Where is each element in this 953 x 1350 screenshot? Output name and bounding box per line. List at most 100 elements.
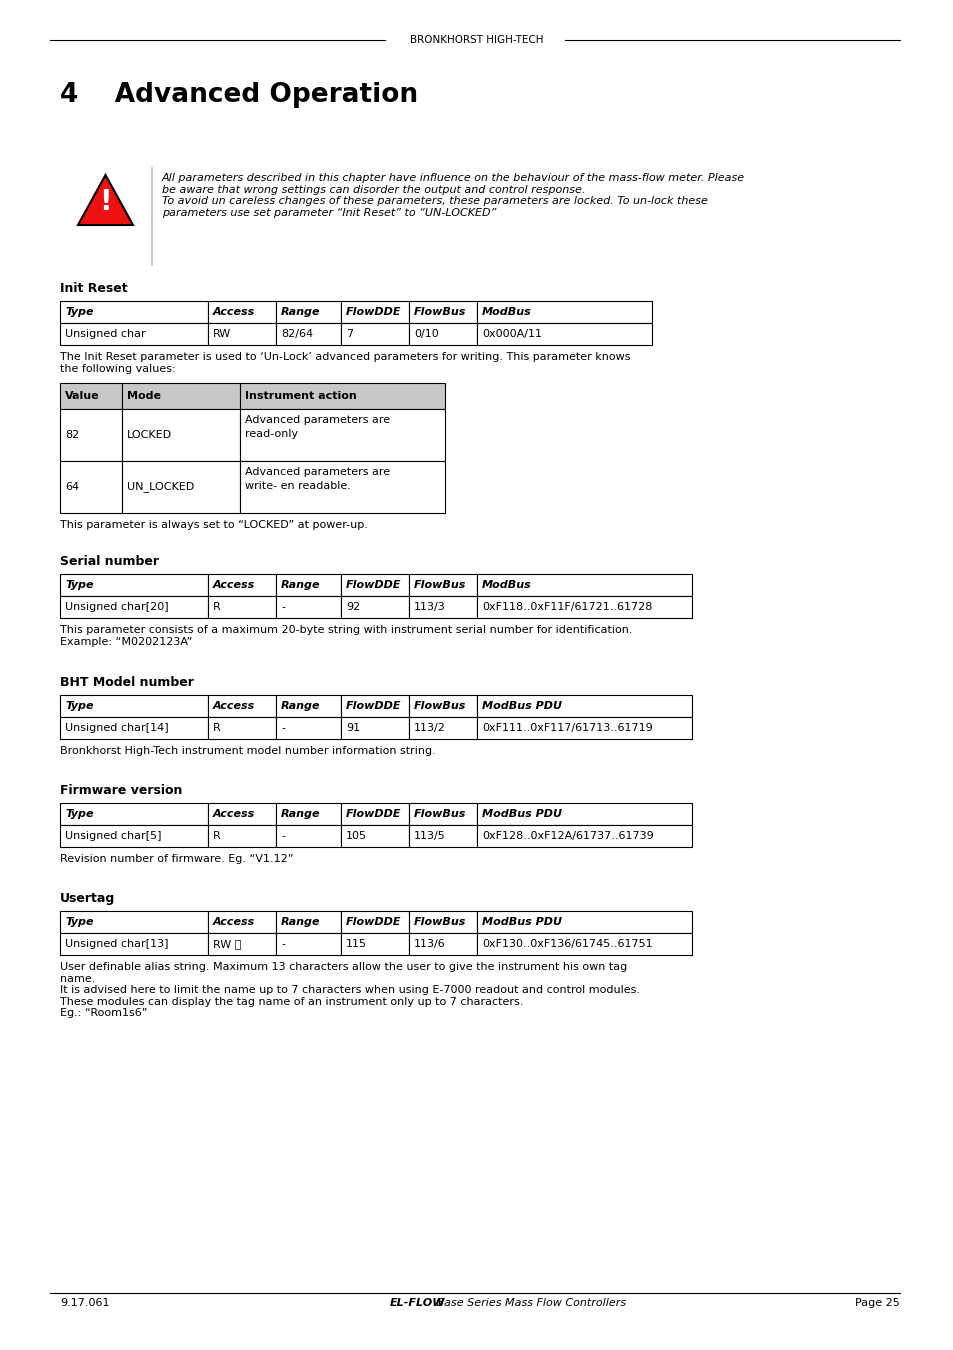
Text: ModBus: ModBus	[481, 580, 531, 590]
Text: 4    Advanced Operation: 4 Advanced Operation	[60, 82, 417, 108]
Text: Range: Range	[281, 809, 320, 819]
Text: Advanced parameters are: Advanced parameters are	[245, 467, 390, 477]
Text: Unsigned char[5]: Unsigned char[5]	[65, 832, 161, 841]
Text: 115: 115	[346, 940, 367, 949]
Text: Usertag: Usertag	[60, 892, 115, 904]
Text: FlowDDE: FlowDDE	[346, 701, 401, 711]
Text: !: !	[99, 188, 112, 216]
Bar	[275, 301, 340, 323]
Bar	[409, 717, 476, 738]
Text: This parameter consists of a maximum 20-byte string with instrument serial numbe: This parameter consists of a maximum 20-…	[60, 625, 632, 647]
Bar	[409, 933, 476, 954]
Text: FlowBus: FlowBus	[414, 809, 466, 819]
Text: Instrument action: Instrument action	[245, 392, 356, 401]
Bar	[409, 825, 476, 846]
Text: Type: Type	[65, 580, 93, 590]
Text: Revision number of firmware. Eg. “V1.12”: Revision number of firmware. Eg. “V1.12”	[60, 855, 294, 864]
Bar	[60, 911, 208, 933]
Bar	[476, 695, 691, 717]
Text: Access: Access	[213, 701, 255, 711]
Bar	[409, 595, 476, 618]
Bar	[340, 933, 409, 954]
Text: FlowBus: FlowBus	[414, 306, 466, 317]
Text: Range: Range	[281, 917, 320, 927]
Bar	[60, 383, 122, 409]
Text: Access: Access	[213, 917, 255, 927]
Text: Mode: Mode	[127, 392, 161, 401]
Text: -: -	[281, 724, 285, 733]
Text: EL-FLOW: EL-FLOW	[390, 1297, 445, 1308]
Text: 91: 91	[346, 724, 359, 733]
Text: ModBus PDU: ModBus PDU	[481, 809, 561, 819]
Bar	[275, 595, 340, 618]
Bar	[340, 595, 409, 618]
Bar	[409, 323, 476, 346]
Bar	[208, 825, 275, 846]
Bar	[275, 911, 340, 933]
Bar	[60, 825, 208, 846]
Text: Type: Type	[65, 701, 93, 711]
Bar	[208, 574, 275, 595]
Text: 0x000A/11: 0x000A/11	[481, 329, 541, 339]
Text: Bronkhorst High-Tech instrument model number information string.: Bronkhorst High-Tech instrument model nu…	[60, 747, 436, 756]
Text: 0xF128..0xF12A/61737..61739: 0xF128..0xF12A/61737..61739	[481, 832, 653, 841]
Bar	[476, 911, 691, 933]
Bar	[60, 695, 208, 717]
Bar	[122, 409, 240, 460]
Bar	[208, 803, 275, 825]
Text: 0/10: 0/10	[414, 329, 438, 339]
Text: RW 🔓: RW 🔓	[213, 940, 241, 949]
Bar	[208, 595, 275, 618]
Text: Unsigned char[13]: Unsigned char[13]	[65, 940, 169, 949]
Bar	[60, 717, 208, 738]
Bar	[275, 695, 340, 717]
Text: -: -	[281, 940, 285, 949]
Bar	[275, 933, 340, 954]
Text: Access: Access	[213, 306, 255, 317]
Text: User definable alias string. Maximum 13 characters allow the user to give the in: User definable alias string. Maximum 13 …	[60, 963, 639, 1018]
Text: Range: Range	[281, 701, 320, 711]
Text: FlowDDE: FlowDDE	[346, 306, 401, 317]
Text: Advanced parameters are: Advanced parameters are	[245, 414, 390, 425]
Bar	[60, 574, 208, 595]
Text: LOCKED: LOCKED	[127, 431, 172, 440]
Bar	[409, 695, 476, 717]
Text: R: R	[213, 602, 220, 612]
Bar	[476, 717, 691, 738]
Text: UN_LOCKED: UN_LOCKED	[127, 482, 194, 493]
Bar	[122, 383, 240, 409]
Text: Access: Access	[213, 580, 255, 590]
Text: 105: 105	[346, 832, 367, 841]
Bar	[340, 803, 409, 825]
Bar	[60, 409, 122, 460]
Bar	[340, 574, 409, 595]
Text: Base Series Mass Flow Controllers: Base Series Mass Flow Controllers	[433, 1297, 625, 1308]
Text: FlowBus: FlowBus	[414, 917, 466, 927]
Text: Type: Type	[65, 306, 93, 317]
Text: 0xF118..0xF11F/61721..61728: 0xF118..0xF11F/61721..61728	[481, 602, 652, 612]
Bar	[60, 933, 208, 954]
Bar	[340, 323, 409, 346]
Text: FlowBus: FlowBus	[414, 701, 466, 711]
Bar	[208, 911, 275, 933]
Text: FlowDDE: FlowDDE	[346, 580, 401, 590]
Polygon shape	[78, 176, 132, 225]
Text: BHT Model number: BHT Model number	[60, 676, 193, 688]
Text: -: -	[281, 832, 285, 841]
Bar	[208, 323, 275, 346]
Text: Type: Type	[65, 809, 93, 819]
Text: R: R	[213, 724, 220, 733]
Text: Init Reset: Init Reset	[60, 282, 128, 296]
Text: 64: 64	[65, 482, 79, 491]
Text: 9.17.061: 9.17.061	[60, 1297, 110, 1308]
Bar	[60, 460, 122, 513]
Bar	[409, 911, 476, 933]
Text: Unsigned char[20]: Unsigned char[20]	[65, 602, 169, 612]
Text: ModBus PDU: ModBus PDU	[481, 917, 561, 927]
Text: ModBus PDU: ModBus PDU	[481, 701, 561, 711]
Text: 0xF130..0xF136/61745..61751: 0xF130..0xF136/61745..61751	[481, 940, 652, 949]
Text: All parameters described in this chapter have influence on the behaviour of the : All parameters described in this chapter…	[162, 173, 744, 217]
Text: ModBus: ModBus	[481, 306, 531, 317]
Bar	[240, 460, 444, 513]
Bar	[240, 383, 444, 409]
